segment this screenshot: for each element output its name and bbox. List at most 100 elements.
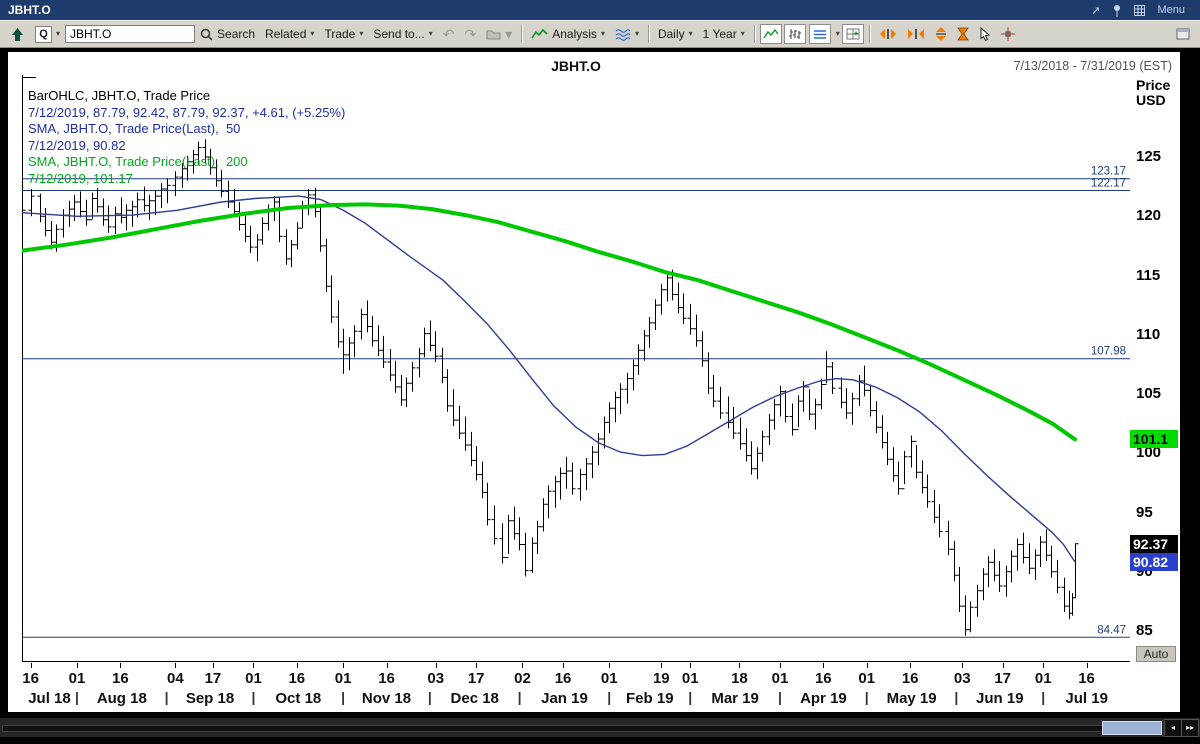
y-axis-label: 105 bbox=[1136, 385, 1162, 402]
trade-menu-button[interactable]: Trade ▾ bbox=[319, 25, 368, 43]
month-separator: | bbox=[517, 689, 522, 705]
redo-button[interactable]: ↷ bbox=[459, 24, 481, 45]
x-axis-day-label: 01 bbox=[600, 670, 618, 687]
axis-unit-label: Price USD bbox=[1136, 78, 1170, 108]
expand-vertical-icon bbox=[935, 27, 946, 41]
x-axis-month-label: Jan 19 bbox=[541, 690, 588, 707]
legend-sma200-value: 7/12/2019, 101.17 bbox=[28, 170, 133, 186]
crosshair-icon bbox=[1000, 27, 1015, 41]
chevron-down-icon: ▾ bbox=[310, 29, 315, 38]
pin-icon[interactable] bbox=[1112, 4, 1122, 17]
x-axis-tick bbox=[253, 663, 255, 668]
x-axis-tick bbox=[522, 663, 524, 668]
x-axis-month-label: Sep 18 bbox=[185, 690, 235, 707]
toolbar-separator bbox=[521, 25, 523, 43]
scroll-right-button[interactable]: ▸▸ bbox=[1181, 719, 1199, 737]
scroll-left-button[interactable]: ◂ bbox=[1164, 719, 1182, 737]
send-to-label: Send to... bbox=[373, 27, 425, 41]
x-axis-day-label: 01 bbox=[68, 670, 86, 687]
interval-label: Daily bbox=[657, 27, 685, 41]
undo-icon: ↶ bbox=[442, 25, 455, 42]
navigate-up-button[interactable] bbox=[5, 25, 30, 44]
x-axis-day-label: 03 bbox=[427, 670, 445, 687]
x-axis-month-label: Aug 18 bbox=[96, 690, 147, 707]
chevron-down-icon: ▾ bbox=[359, 29, 364, 38]
hourglass-icon bbox=[956, 27, 969, 41]
layout-grid-icon[interactable] bbox=[1134, 4, 1146, 16]
y-axis-label: 125 bbox=[1136, 148, 1162, 165]
main-toolbar: Q ▾ Search Related ▾ Trade ▾ Send to... … bbox=[0, 20, 1200, 48]
y-axis-label: 95 bbox=[1136, 503, 1153, 521]
x-axis-month-label: Jul 19 bbox=[1065, 690, 1108, 707]
x-axis-tick bbox=[386, 663, 388, 668]
arrow-up-icon bbox=[12, 27, 23, 41]
crosshair-tool-button[interactable] bbox=[996, 25, 1020, 43]
range-label: 1 Year bbox=[702, 27, 737, 41]
expand-horizontal-icon bbox=[879, 29, 896, 39]
send-to-menu-button[interactable]: Send to... ▾ bbox=[368, 25, 437, 43]
analysis-menu-button[interactable]: Analysis ▾ bbox=[526, 25, 610, 43]
price-badge: 90.82 bbox=[1130, 553, 1178, 572]
y-axis-label: 115 bbox=[1136, 266, 1161, 284]
add-panel-button[interactable] bbox=[841, 24, 864, 44]
x-axis-day-label: 16 bbox=[814, 670, 832, 687]
zoom-in-horizontal-button[interactable] bbox=[902, 26, 930, 42]
x-axis-tick bbox=[661, 663, 663, 668]
search-icon bbox=[200, 28, 213, 41]
level-label: 84.47 bbox=[1097, 624, 1126, 636]
time-axis[interactable]: 16 01 16 04 17 01 16 01 16 03 17 02 16 01 19 01 18 01 16 01… bbox=[8, 663, 1180, 712]
auto-scale-button[interactable]: Auto bbox=[1136, 646, 1176, 662]
open-layout-button[interactable]: ▾ bbox=[481, 25, 517, 43]
x-axis-month-label: Dec 18 bbox=[450, 690, 499, 707]
x-axis-tick bbox=[962, 663, 964, 668]
search-label: Search bbox=[217, 27, 256, 41]
range-menu-button[interactable]: 1 Year ▾ bbox=[698, 25, 750, 43]
interval-menu-button[interactable]: Daily ▾ bbox=[653, 25, 698, 43]
x-axis-month-label: Feb 19 bbox=[626, 690, 674, 707]
chart-scrollbar: ◂ ▸▸ bbox=[0, 718, 1200, 737]
quote-type-button[interactable]: Q ▾ bbox=[30, 24, 65, 45]
chevron-down-icon: ▾ bbox=[688, 29, 693, 38]
fit-vertical-button[interactable] bbox=[930, 25, 952, 43]
x-axis-day-label: 16 bbox=[22, 670, 39, 687]
time-compression-button[interactable] bbox=[952, 25, 974, 43]
menu-label: Menu bbox=[1157, 4, 1185, 16]
pointer-tool-button[interactable] bbox=[974, 25, 996, 43]
x-axis-month-label: Oct 18 bbox=[275, 690, 322, 707]
window-dock-button[interactable] bbox=[1171, 26, 1195, 42]
patterns-menu-button[interactable]: ▾ bbox=[610, 26, 644, 43]
x-axis-tick bbox=[1043, 663, 1045, 668]
grid-plus-icon bbox=[846, 28, 860, 40]
search-button[interactable]: Search bbox=[195, 25, 260, 43]
symbol-input[interactable] bbox=[65, 25, 196, 43]
x-axis-tick bbox=[30, 663, 32, 668]
month-separator: | bbox=[74, 689, 79, 705]
menu-button[interactable]: Menu ▾ bbox=[1157, 4, 1192, 16]
x-axis-tick bbox=[739, 663, 741, 668]
scrollbar-thumb[interactable] bbox=[1102, 721, 1162, 735]
month-separator: | bbox=[954, 689, 959, 705]
level-label: 122.17 bbox=[1091, 178, 1126, 190]
month-separator: | bbox=[777, 689, 782, 705]
popout-icon[interactable]: ↗ bbox=[1091, 4, 1101, 17]
chevron-down-icon: ▾ bbox=[1187, 5, 1192, 14]
chart-type-line-button[interactable] bbox=[759, 24, 782, 44]
quote-q-label: Q bbox=[35, 25, 52, 43]
x-axis-month-label: Jul 18 bbox=[28, 690, 71, 707]
undo-button[interactable]: ↶ bbox=[438, 24, 460, 45]
chart-style-menu-button[interactable]: ▾ bbox=[807, 22, 841, 46]
x-axis-tick bbox=[1086, 663, 1088, 668]
folder-icon bbox=[486, 30, 501, 40]
zoom-out-horizontal-button[interactable] bbox=[874, 26, 902, 42]
scrollbar-track[interactable] bbox=[2, 725, 1162, 732]
x-axis-day-label: 16 bbox=[378, 670, 395, 687]
x-axis-day-label: 01 bbox=[1034, 670, 1052, 687]
plot-area[interactable]: 123.17 122.17 107.98 84.47 bbox=[22, 75, 1130, 662]
price-axis[interactable]: Price USD Auto 125 120 115 110 105 100 95 90 85 1… bbox=[1130, 52, 1180, 712]
analysis-line-icon bbox=[531, 28, 548, 39]
related-menu-button[interactable]: Related ▾ bbox=[260, 25, 319, 43]
x-axis-day-label: 16 bbox=[901, 670, 919, 687]
chart-type-ohlc-button[interactable] bbox=[783, 24, 806, 44]
plot-frame bbox=[22, 75, 1130, 662]
